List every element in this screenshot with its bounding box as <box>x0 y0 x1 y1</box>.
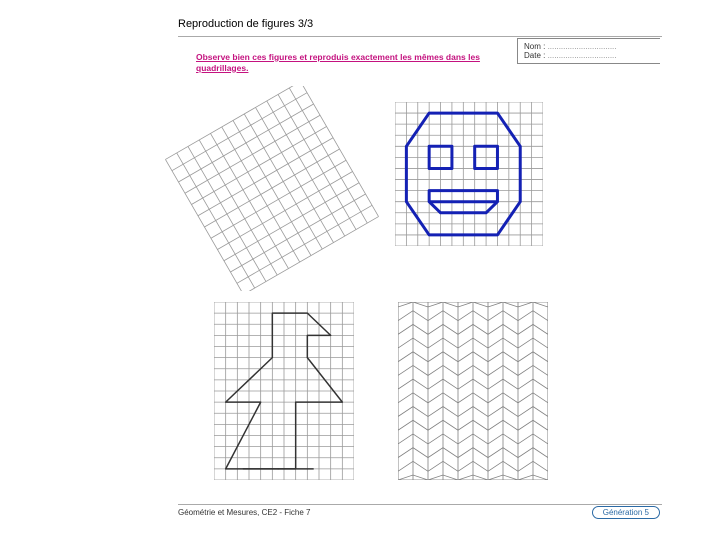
footer-left: Géométrie et Mesures, CE2 - Fiche 7 <box>178 508 311 517</box>
figure-rotated-grid <box>162 86 382 291</box>
figure-chevron-grid <box>398 302 548 480</box>
student-info-box: Nom : ............................... Da… <box>517 38 660 64</box>
figure-face-grid <box>395 102 543 246</box>
date-dots: ............................... <box>548 51 617 60</box>
rule-top <box>178 36 662 37</box>
figure-bird-grid <box>214 302 354 480</box>
instruction-text: Observe bien ces figures et reproduis ex… <box>196 52 516 73</box>
name-dots: ............................... <box>548 42 617 51</box>
brand-badge: Génération 5 <box>592 506 660 519</box>
name-label: Nom : <box>524 42 545 51</box>
date-label: Date : <box>524 51 545 60</box>
rule-bottom <box>178 504 662 505</box>
page-title: Reproduction de figures 3/3 <box>178 18 313 30</box>
